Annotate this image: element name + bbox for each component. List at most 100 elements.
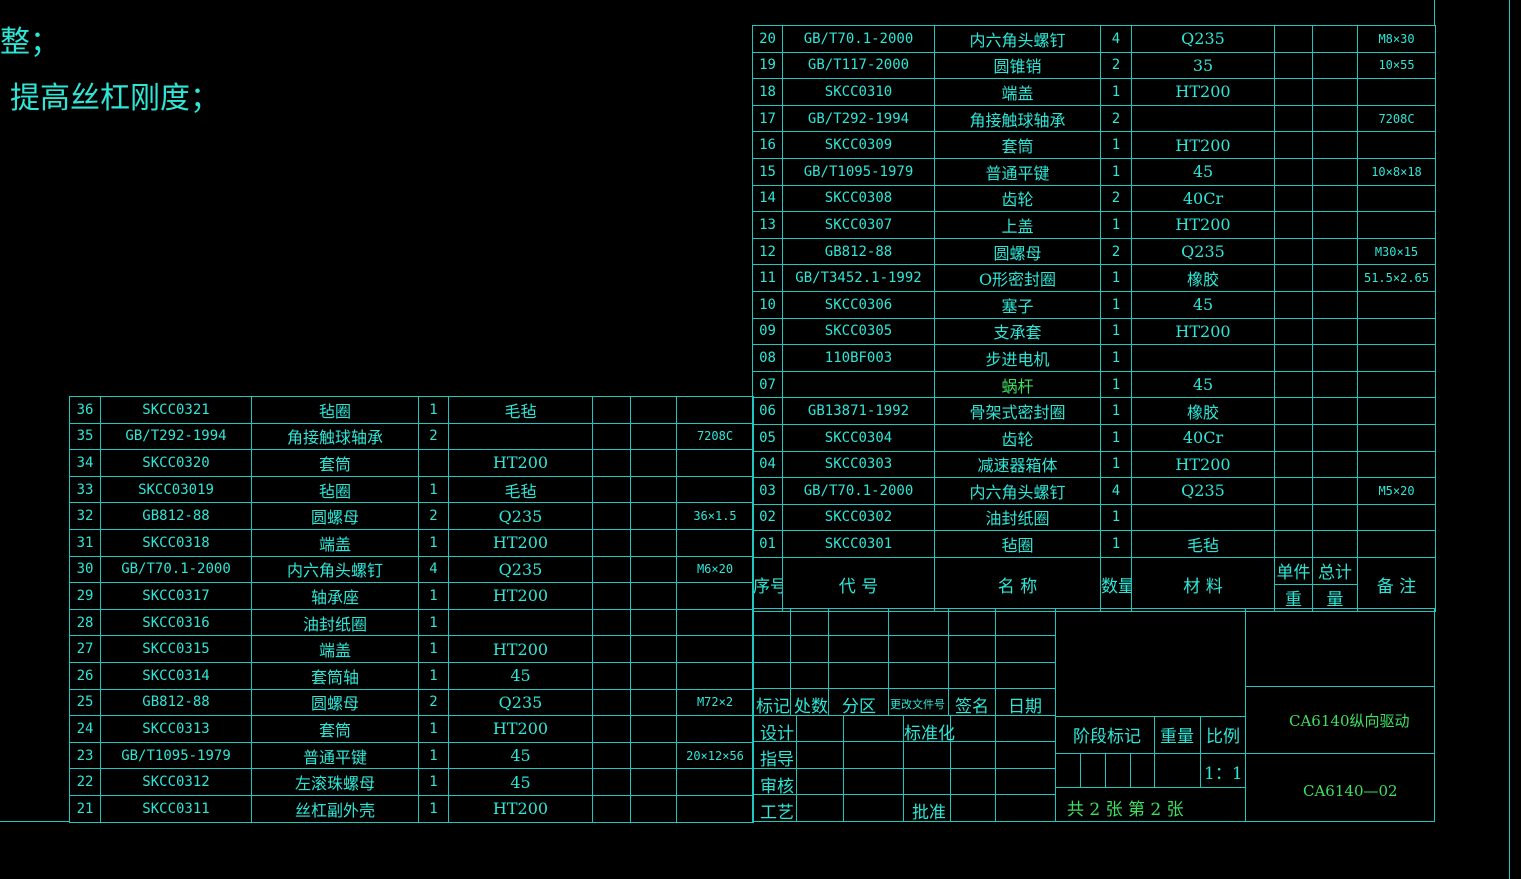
- cell-remark: M30×15: [1357, 237, 1436, 266]
- cell-qty: 1: [1100, 211, 1132, 239]
- cell-code: SKCC0301: [782, 530, 935, 558]
- cell-mat: Q235: [1131, 237, 1275, 266]
- cell-mat: HT200: [1131, 450, 1275, 479]
- cell-remark: [676, 528, 754, 557]
- cell-mat: 毛毡: [448, 396, 593, 424]
- parts-row: 04 SKCC0303 减速器箱体 1 HT200: [752, 450, 1436, 479]
- cell-qty: 1: [1100, 370, 1132, 399]
- cell-no: 32: [69, 502, 101, 530]
- rev-vline: [903, 715, 904, 822]
- cell-name: 轴承座: [251, 582, 419, 610]
- cell-qty: 1: [1100, 423, 1132, 452]
- rev-line: [752, 688, 1056, 689]
- cell-e2: [630, 449, 677, 477]
- cell-mat: [1131, 104, 1275, 133]
- cell-qty: 1: [1100, 264, 1132, 292]
- stage-vline: [1154, 716, 1155, 787]
- parts-row: 25 GB812-88 圆螺母 2 Q235 M72×2: [69, 688, 754, 717]
- cell-no: 04: [752, 450, 783, 479]
- cell-unit: [1274, 530, 1313, 558]
- cell-code: SKCC0317: [100, 582, 252, 610]
- left-parts-table: 36 SKCC0321 毡圈 1 毛毡 35 GB/T292-1994 角接触球轴承 2 7208…: [69, 396, 754, 823]
- cell-unit: [1274, 317, 1313, 346]
- cell-name: 减速器箱体: [934, 450, 1101, 479]
- title-line: [1245, 753, 1435, 754]
- cell-name: 角接触球轴承: [251, 422, 419, 451]
- stage-vline: [1130, 753, 1131, 787]
- cell-no: 11: [752, 264, 783, 292]
- cell-no: 35: [69, 422, 101, 451]
- cell-code: GB/T1095-1979: [782, 157, 935, 186]
- cell-total: [1312, 237, 1358, 266]
- cell-name: 步进电机: [934, 344, 1101, 372]
- cell-mat: Q235: [1131, 477, 1275, 505]
- cell-qty: 1: [1100, 290, 1132, 319]
- parts-row: 08 110BF003 步进电机 1: [752, 344, 1436, 372]
- parts-row: 31 SKCC0318 端盖 1 HT200: [69, 528, 754, 557]
- cell-name: O形密封圈: [934, 264, 1101, 292]
- parts-row: 02 SKCC0302 油封纸圈 1: [752, 503, 1436, 532]
- cell-e2: [630, 661, 677, 690]
- cell-total: [1312, 530, 1358, 558]
- cell-total: [1312, 25, 1358, 53]
- cell-mat: 45: [448, 768, 593, 796]
- label-sign: 签名: [955, 697, 989, 717]
- cell-remark: [676, 715, 754, 743]
- cell-unit: [1274, 78, 1313, 106]
- cell-name: 骨架式密封圈: [934, 397, 1101, 425]
- label-approve: 批准: [912, 803, 946, 823]
- cell-code: SKCC0305: [782, 317, 935, 346]
- header-qty: 数量: [1100, 556, 1132, 612]
- cell-qty: 1: [418, 635, 449, 663]
- cell-code: GB/T70.1-2000: [782, 25, 935, 53]
- cell-unit: [1274, 184, 1313, 213]
- cell-qty: 2: [1100, 104, 1132, 133]
- parts-row: 16 SKCC0309 套筒 1 HT200: [752, 131, 1436, 159]
- cell-qty: 1: [1100, 344, 1132, 372]
- cell-unit: [1274, 290, 1313, 319]
- cell-code: SKCC0307: [782, 211, 935, 239]
- header-remark: 备 注: [1357, 556, 1436, 612]
- cell-no: 16: [752, 131, 783, 159]
- label-stage: 阶段标记: [1073, 727, 1141, 747]
- cell-remark: 20×12×56: [676, 741, 754, 770]
- label-guidance: 指导: [760, 750, 794, 770]
- rev-vline: [948, 608, 949, 715]
- note-line-1: 整；: [0, 25, 60, 60]
- cell-remark: [1357, 78, 1436, 106]
- cell-code: SKCC0310: [782, 78, 935, 106]
- cell-no: 05: [752, 423, 783, 452]
- cell-e1: [592, 635, 631, 663]
- cell-no: 20: [752, 25, 783, 53]
- parts-row: 19 GB/T117-2000 圆锥销 2 35 10×55: [752, 51, 1436, 80]
- cell-code: SKCC03019: [100, 475, 252, 504]
- cell-code: GB812-88: [782, 237, 935, 266]
- cell-qty: 1: [418, 741, 449, 770]
- title-area: [1245, 608, 1435, 822]
- parts-row: 03 GB/T70.1-2000 内六角头螺钉 4 Q235 M5×20: [752, 477, 1436, 505]
- cell-remark: [676, 635, 754, 663]
- parts-row: 23 GB/T1095-1979 普通平键 1 45 20×12×56: [69, 741, 754, 770]
- cell-mat: 45: [1131, 370, 1275, 399]
- cell-e2: [630, 635, 677, 663]
- cell-qty: 1: [418, 794, 449, 823]
- cell-code: SKCC0312: [100, 768, 252, 796]
- cell-mat: HT200: [448, 635, 593, 663]
- cell-mat: [448, 608, 593, 637]
- cell-mat: 45: [448, 661, 593, 690]
- cell-name: 角接触球轴承: [934, 104, 1101, 133]
- cell-name: 塞子: [934, 290, 1101, 319]
- rev-line: [752, 715, 1056, 716]
- cell-mat: 45: [1131, 290, 1275, 319]
- label-weight: 重量: [1160, 727, 1194, 747]
- header-material: 材 料: [1131, 556, 1275, 612]
- parts-row: 36 SKCC0321 毡圈 1 毛毡: [69, 396, 754, 424]
- rev-vline: [995, 715, 996, 822]
- cell-no: 01: [752, 530, 783, 558]
- cell-name: 内六角头螺钉: [251, 555, 419, 584]
- cell-mat: 45: [1131, 157, 1275, 186]
- cell-no: 29: [69, 582, 101, 610]
- cell-qty: 4: [1100, 25, 1132, 53]
- cell-name: 套筒轴: [251, 661, 419, 690]
- scale-value: 1：1: [1204, 764, 1243, 784]
